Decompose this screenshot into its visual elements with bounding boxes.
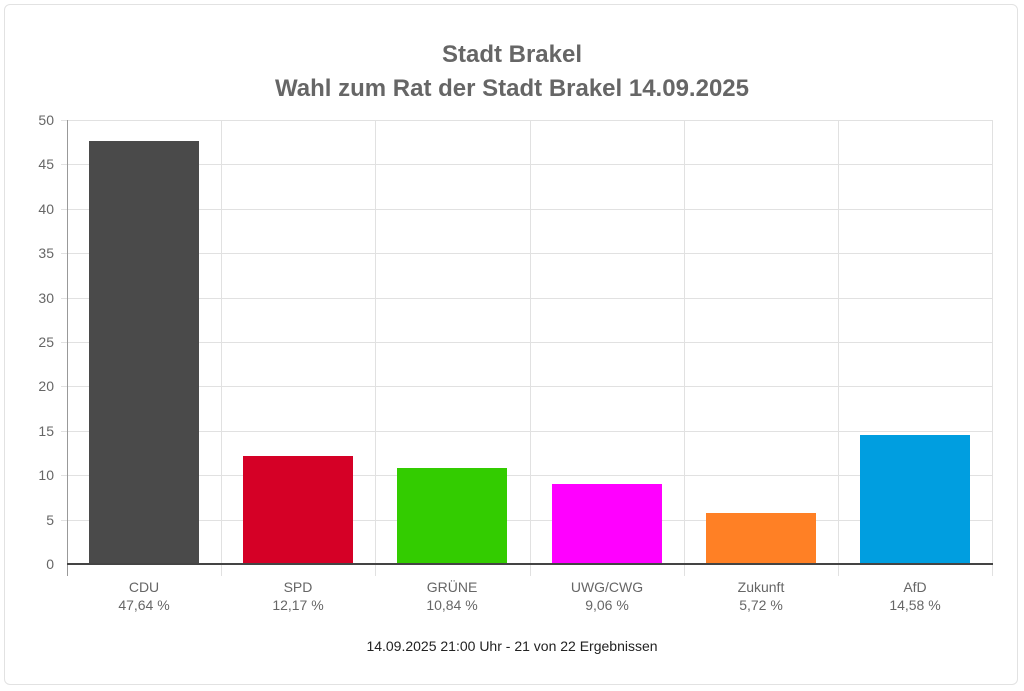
y-axis-line bbox=[67, 120, 68, 576]
y-tick-label: 5 bbox=[46, 512, 54, 528]
x-axis-baseline bbox=[67, 563, 993, 565]
party-name: UWG/CWG bbox=[570, 579, 644, 595]
bar-zukunft[interactable] bbox=[706, 513, 816, 564]
party-percentage: 14,58 % bbox=[889, 597, 941, 613]
y-tick-label: 40 bbox=[38, 201, 54, 217]
x-category-label: AfD 14,58 % bbox=[838, 578, 992, 614]
x-category-label: Zukunft 5,72 % bbox=[684, 578, 838, 614]
plot-area bbox=[61, 120, 993, 576]
party-percentage: 5,72 % bbox=[739, 597, 783, 613]
party-name: GRÜNE bbox=[426, 579, 478, 595]
bar-gr-ne[interactable] bbox=[397, 468, 507, 564]
gridline-horizontal bbox=[61, 386, 992, 387]
x-category-label: SPD 12,17 % bbox=[221, 578, 375, 614]
results-footnote: 14.09.2025 21:00 Uhr - 21 von 22 Ergebni… bbox=[366, 638, 658, 654]
gridline-horizontal bbox=[61, 253, 992, 254]
gridline-vertical bbox=[530, 120, 531, 576]
bar-afd[interactable] bbox=[860, 435, 970, 564]
gridline-horizontal bbox=[61, 209, 992, 210]
bar-uwg-cwg[interactable] bbox=[552, 484, 662, 564]
y-tick-label: 10 bbox=[38, 467, 54, 483]
y-tick-label: 20 bbox=[38, 378, 54, 394]
x-category-label: CDU 47,64 % bbox=[67, 578, 221, 614]
gridline-horizontal bbox=[61, 342, 992, 343]
gridline-vertical bbox=[221, 120, 222, 576]
x-category-label: UWG/CWG 9,06 % bbox=[530, 578, 684, 614]
y-tick-label: 30 bbox=[38, 290, 54, 306]
y-tick-label: 25 bbox=[38, 334, 54, 350]
gridline-horizontal bbox=[61, 298, 992, 299]
gridline-vertical bbox=[375, 120, 376, 576]
gridline-vertical bbox=[684, 120, 685, 576]
gridline-horizontal bbox=[61, 164, 992, 165]
gridline-horizontal bbox=[61, 120, 992, 121]
party-percentage: 9,06 % bbox=[585, 597, 629, 613]
party-name: CDU bbox=[128, 579, 160, 595]
party-name: SPD bbox=[283, 579, 313, 595]
x-category-label: GRÜNE 10,84 % bbox=[375, 578, 529, 614]
y-tick-label: 0 bbox=[46, 556, 54, 572]
party-name: AfD bbox=[903, 579, 927, 595]
bar-spd[interactable] bbox=[243, 456, 353, 564]
y-tick-label: 15 bbox=[38, 423, 54, 439]
gridline-horizontal bbox=[61, 520, 992, 521]
y-tick-label: 45 bbox=[38, 156, 54, 172]
party-percentage: 10,84 % bbox=[426, 597, 478, 613]
gridline-horizontal bbox=[61, 475, 992, 476]
gridline-vertical bbox=[992, 120, 993, 576]
party-name: Zukunft bbox=[737, 579, 785, 595]
chart-title: Stadt Brakel bbox=[441, 41, 583, 68]
party-percentage: 12,17 % bbox=[272, 597, 324, 613]
party-percentage: 47,64 % bbox=[118, 597, 170, 613]
y-tick-label: 50 bbox=[38, 112, 54, 128]
gridline-vertical bbox=[838, 120, 839, 576]
chart-subtitle: Wahl zum Rat der Stadt Brakel 14.09.2025 bbox=[275, 75, 749, 102]
gridline-horizontal bbox=[61, 431, 992, 432]
bar-cdu[interactable] bbox=[89, 141, 199, 564]
y-tick-label: 35 bbox=[38, 245, 54, 261]
